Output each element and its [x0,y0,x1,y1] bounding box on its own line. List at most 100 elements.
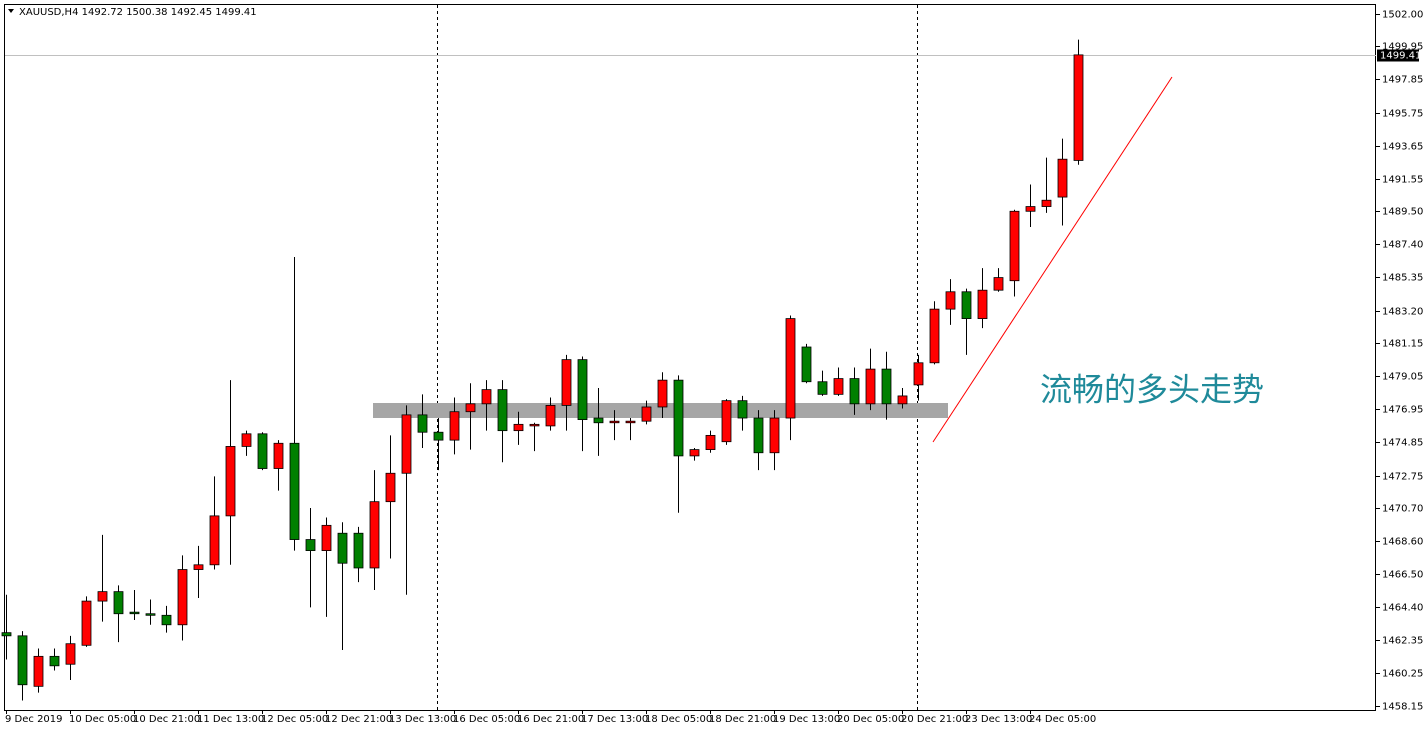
support-zone [373,403,948,418]
candle-body [753,417,764,454]
candle-body [689,449,700,457]
candle-body [289,442,300,540]
y-tick-label: 1479.05 [1382,372,1423,383]
ohlc-low: 1492.45 [171,7,212,18]
y-tick-label: 1458.15 [1382,702,1423,713]
candle-body [465,403,476,413]
candle-body [993,277,1004,291]
x-tick-label: 20 Dec 05:00 [837,714,904,725]
candle-body [881,368,892,405]
candle-body [833,378,844,395]
y-tick-label: 1499.95 [1382,42,1423,53]
y-tick-label: 1489.50 [1382,207,1423,218]
x-tick-label: 16 Dec 05:00 [453,714,520,725]
candle-body [1009,210,1020,282]
candle-body [593,417,604,424]
y-tick-label: 1462.35 [1382,636,1423,647]
candle-body [113,591,124,615]
candle-body [353,532,364,569]
candle-body [401,414,412,474]
x-tick-label: 16 Dec 21:00 [517,714,584,725]
candle-body [337,532,348,564]
candle-body [705,434,716,450]
candle-body [129,611,140,615]
x-tick-label: 20 Dec 21:00 [901,714,968,725]
candle-body [737,400,748,419]
y-tick-label: 1470.70 [1382,504,1423,515]
x-tick-label: 10 Dec 05:00 [69,714,136,725]
x-tick-label: 12 Dec 21:00 [325,714,392,725]
y-tick-label: 1474.85 [1382,438,1423,449]
candle-body [945,291,956,310]
ohlc-high: 1500.38 [126,7,167,18]
y-tick-label: 1468.60 [1382,537,1423,548]
x-tick-label: 13 Dec 13:00 [389,714,456,725]
candle-body [865,368,876,405]
x-tick-label: 24 Dec 05:00 [1029,714,1096,725]
x-tick-label: 17 Dec 13:00 [581,714,648,725]
candle-body [433,431,444,441]
candle-body [1041,199,1052,207]
candle-body [65,643,76,665]
candle-body [545,404,556,427]
candle-body [625,420,636,424]
symbol: XAUUSD,H4 [19,7,78,18]
candle-body [1025,206,1036,212]
y-tick-label: 1485.35 [1382,273,1423,284]
y-tick-label: 1491.55 [1382,175,1423,186]
candle-body [529,423,540,427]
x-tick-label: 18 Dec 05:00 [645,714,712,725]
x-tick-label: 23 Dec 13:00 [965,714,1032,725]
y-tick-label: 1495.75 [1382,109,1423,120]
candle-body [17,635,28,686]
plot-frame [4,4,1376,711]
price-tag [1377,49,1419,62]
y-tick-label: 1487.40 [1382,240,1423,251]
x-tick-label: 12 Dec 05:00 [261,714,328,725]
annotation: 流畅的多头走势 [1040,371,1264,409]
y-tick-label: 1481.15 [1382,339,1423,350]
candle-body [977,289,988,319]
candle-body [273,442,284,469]
x-tick-label: 11 Dec 13:00 [197,714,264,725]
x-tick-label: 19 Dec 13:00 [773,714,840,725]
candle-body [241,433,252,447]
y-tick-label: 1497.85 [1382,75,1423,86]
candle-body [929,308,940,364]
y-tick-label: 1460.25 [1382,669,1423,680]
candle-body [1057,158,1068,198]
candle-body [1,632,12,637]
candle-body [785,318,796,419]
candle-body [609,420,620,424]
ohlc-open: 1492.72 [82,7,123,18]
price-tag-label: 1499.41 [1380,51,1421,62]
candle-body [849,378,860,405]
candle-body [209,515,220,566]
y-tick-label: 1483.20 [1382,307,1423,318]
candle-body [561,359,572,406]
candle-body [97,591,108,602]
candle-body [193,564,204,570]
candle-body [673,379,684,457]
candle-body [1073,54,1084,161]
candle-body [769,417,780,454]
chart-header: XAUUSD,H4 1492.72 1500.38 1492.45 1499.4… [19,7,257,18]
candle-body [657,379,668,408]
candle-body [817,381,828,395]
candle-body [417,414,428,433]
candle-body [497,389,508,432]
candle-body [513,423,524,432]
candle-body [81,600,92,646]
candle-body [305,539,316,551]
candle-body [225,446,236,517]
candle-body [385,472,396,503]
candle-body [33,655,44,687]
candle-body [481,389,492,405]
y-tick-label: 1472.75 [1382,472,1423,483]
header-icon [8,9,14,13]
candle-body [913,362,924,386]
candle-body [369,501,380,569]
y-tick-label: 1466.50 [1382,570,1423,581]
